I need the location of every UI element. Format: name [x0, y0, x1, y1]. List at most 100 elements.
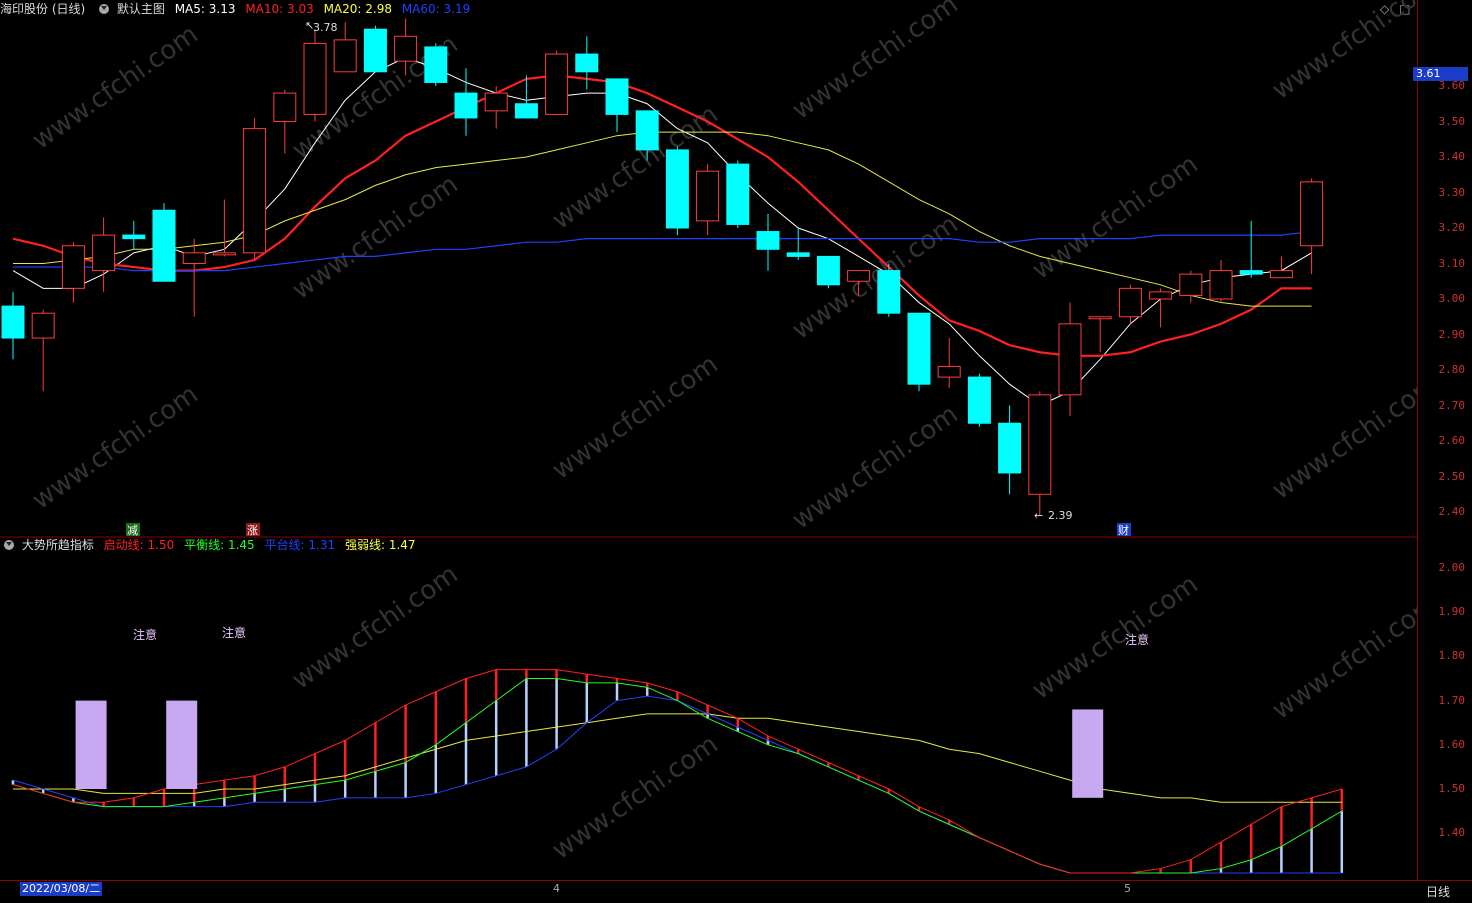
watermark-text: www.cfchi.com	[787, 0, 964, 126]
candle-body	[31, 312, 55, 339]
note-label: 注意	[222, 625, 246, 640]
time-axis[interactable]: 2022/03/08/二 4 5 日线	[0, 880, 1472, 903]
main-chart-label[interactable]: 默认主图	[116, 2, 165, 16]
ma20-legend: MA20: 2.98	[324, 0, 392, 18]
marker-zhang-bg	[246, 523, 260, 536]
candle	[665, 146, 689, 236]
candle-body	[122, 234, 146, 240]
upper-tick-label: 3.00	[1438, 292, 1466, 305]
low-arrow-icon: ←	[1034, 509, 1043, 522]
qr-legend: 强弱线: 1.47	[345, 536, 416, 554]
candle-body	[1239, 270, 1263, 275]
price-axis[interactable]: 3.60 3.50 3.40 3.30 3.20 3.10 3.00 2.90 2.80 2.70…	[1417, 0, 1472, 880]
square-icon[interactable]: □	[1399, 2, 1411, 16]
watermark-text: www.cfchi.com	[1267, 589, 1417, 725]
qd-legend: 启动线: 1.50	[104, 536, 175, 554]
qr-label: 强弱线:	[344, 538, 385, 552]
candle	[514, 75, 538, 119]
candle-body	[1179, 273, 1203, 296]
high-annotation: 3.78	[313, 21, 338, 34]
candle-body	[363, 28, 387, 73]
high-arrow-icon: ↖	[305, 19, 314, 32]
candle	[1149, 288, 1173, 328]
candle-body	[575, 53, 599, 73]
candle-body	[1149, 291, 1173, 300]
candle-body	[303, 42, 327, 115]
upper-tick-label: 3.30	[1438, 185, 1466, 199]
stock-title[interactable]: 海印股份 (日线)	[0, 2, 86, 16]
cursor-date: 2022/03/08/二	[20, 882, 103, 896]
note-bar	[75, 700, 107, 789]
indicator-plot	[11, 669, 1344, 874]
qd-label: 启动线:	[103, 538, 144, 552]
marker-zhang[interactable]: 涨	[247, 524, 258, 537]
note-bar	[1072, 709, 1104, 798]
candle	[394, 18, 418, 76]
candle	[967, 373, 991, 427]
upper-tick-label: 2.90	[1438, 327, 1466, 341]
candle	[1239, 220, 1263, 278]
note-label: 注意	[1125, 632, 1149, 647]
qr-value: 1.47	[388, 538, 416, 552]
candle	[152, 203, 176, 282]
period-button[interactable]: 日线	[1426, 885, 1451, 899]
watermark-text: www.cfchi.com	[1267, 369, 1417, 505]
watermark-text: www.cfchi.com	[787, 209, 964, 345]
ma20-value: 2.98	[365, 2, 392, 16]
watermark-text: www.cfchi.com	[1267, 0, 1417, 106]
watermark-text: www.cfchi.com	[287, 169, 464, 305]
candle-body	[696, 170, 720, 222]
window-controls: ◇ □	[1380, 2, 1410, 16]
candle	[877, 263, 901, 317]
candle-body	[1118, 287, 1142, 318]
ma10-label: MA10:	[245, 2, 284, 16]
candle	[31, 309, 55, 392]
candle	[333, 22, 357, 73]
candle-body	[1300, 181, 1324, 247]
month-label: 4	[553, 882, 560, 895]
candle	[1269, 256, 1293, 279]
indicator-legend: 大势所趋指标 启动线: 1.50 平衡线: 1.45 平台线: 1.31 强弱线…	[0, 536, 422, 554]
indicator-dropdown-icon[interactable]	[4, 540, 14, 550]
candle-body	[605, 78, 629, 115]
candle	[61, 242, 85, 303]
candle	[545, 50, 569, 115]
marker-jian[interactable]: 减	[127, 524, 138, 537]
candle	[635, 110, 659, 161]
candle	[696, 164, 720, 236]
marker-cai[interactable]: 财	[1118, 523, 1129, 537]
candle-body	[1028, 394, 1052, 495]
ma5-value: 3.13	[208, 2, 236, 16]
candle	[937, 338, 961, 388]
watermark-text: www.cfchi.com	[27, 379, 204, 515]
candle-body	[152, 209, 176, 282]
candle	[726, 160, 750, 228]
indicator-name[interactable]: 大势所趋指标	[21, 538, 94, 552]
candle-body	[907, 312, 931, 385]
candle	[243, 117, 267, 260]
ma60-legend: MA60: 3.19	[402, 0, 470, 18]
lower-tick-label: 1.80	[1438, 649, 1466, 663]
candle	[1028, 391, 1052, 516]
lower-tick-label: 1.50	[1438, 782, 1466, 795]
pt-legend: 平台线: 1.31	[265, 536, 336, 554]
kline-chart[interactable]: www.cfchi.com www.cfchi.com www.cfchi.com w…	[0, 0, 1417, 880]
candle-body	[1209, 270, 1233, 300]
diamond-icon[interactable]: ◇	[1380, 2, 1390, 16]
upper-tick-label: 3.10	[1438, 256, 1466, 270]
candle-body	[786, 252, 810, 257]
candle-body	[635, 110, 659, 151]
qr-line	[13, 713, 1342, 803]
candle	[1088, 316, 1112, 353]
candle	[212, 199, 236, 257]
dropdown-icon[interactable]	[99, 4, 110, 14]
ph-line	[12, 678, 1343, 874]
ma5-label: MA5:	[174, 2, 205, 16]
candle-body	[273, 92, 297, 122]
ma20-label: MA20:	[323, 2, 362, 16]
candle-body	[182, 252, 206, 265]
candle	[273, 89, 297, 154]
candles	[1, 18, 1324, 516]
watermark-text: www.cfchi.com	[1027, 569, 1204, 705]
upper-tick-label: 3.50	[1438, 114, 1466, 128]
